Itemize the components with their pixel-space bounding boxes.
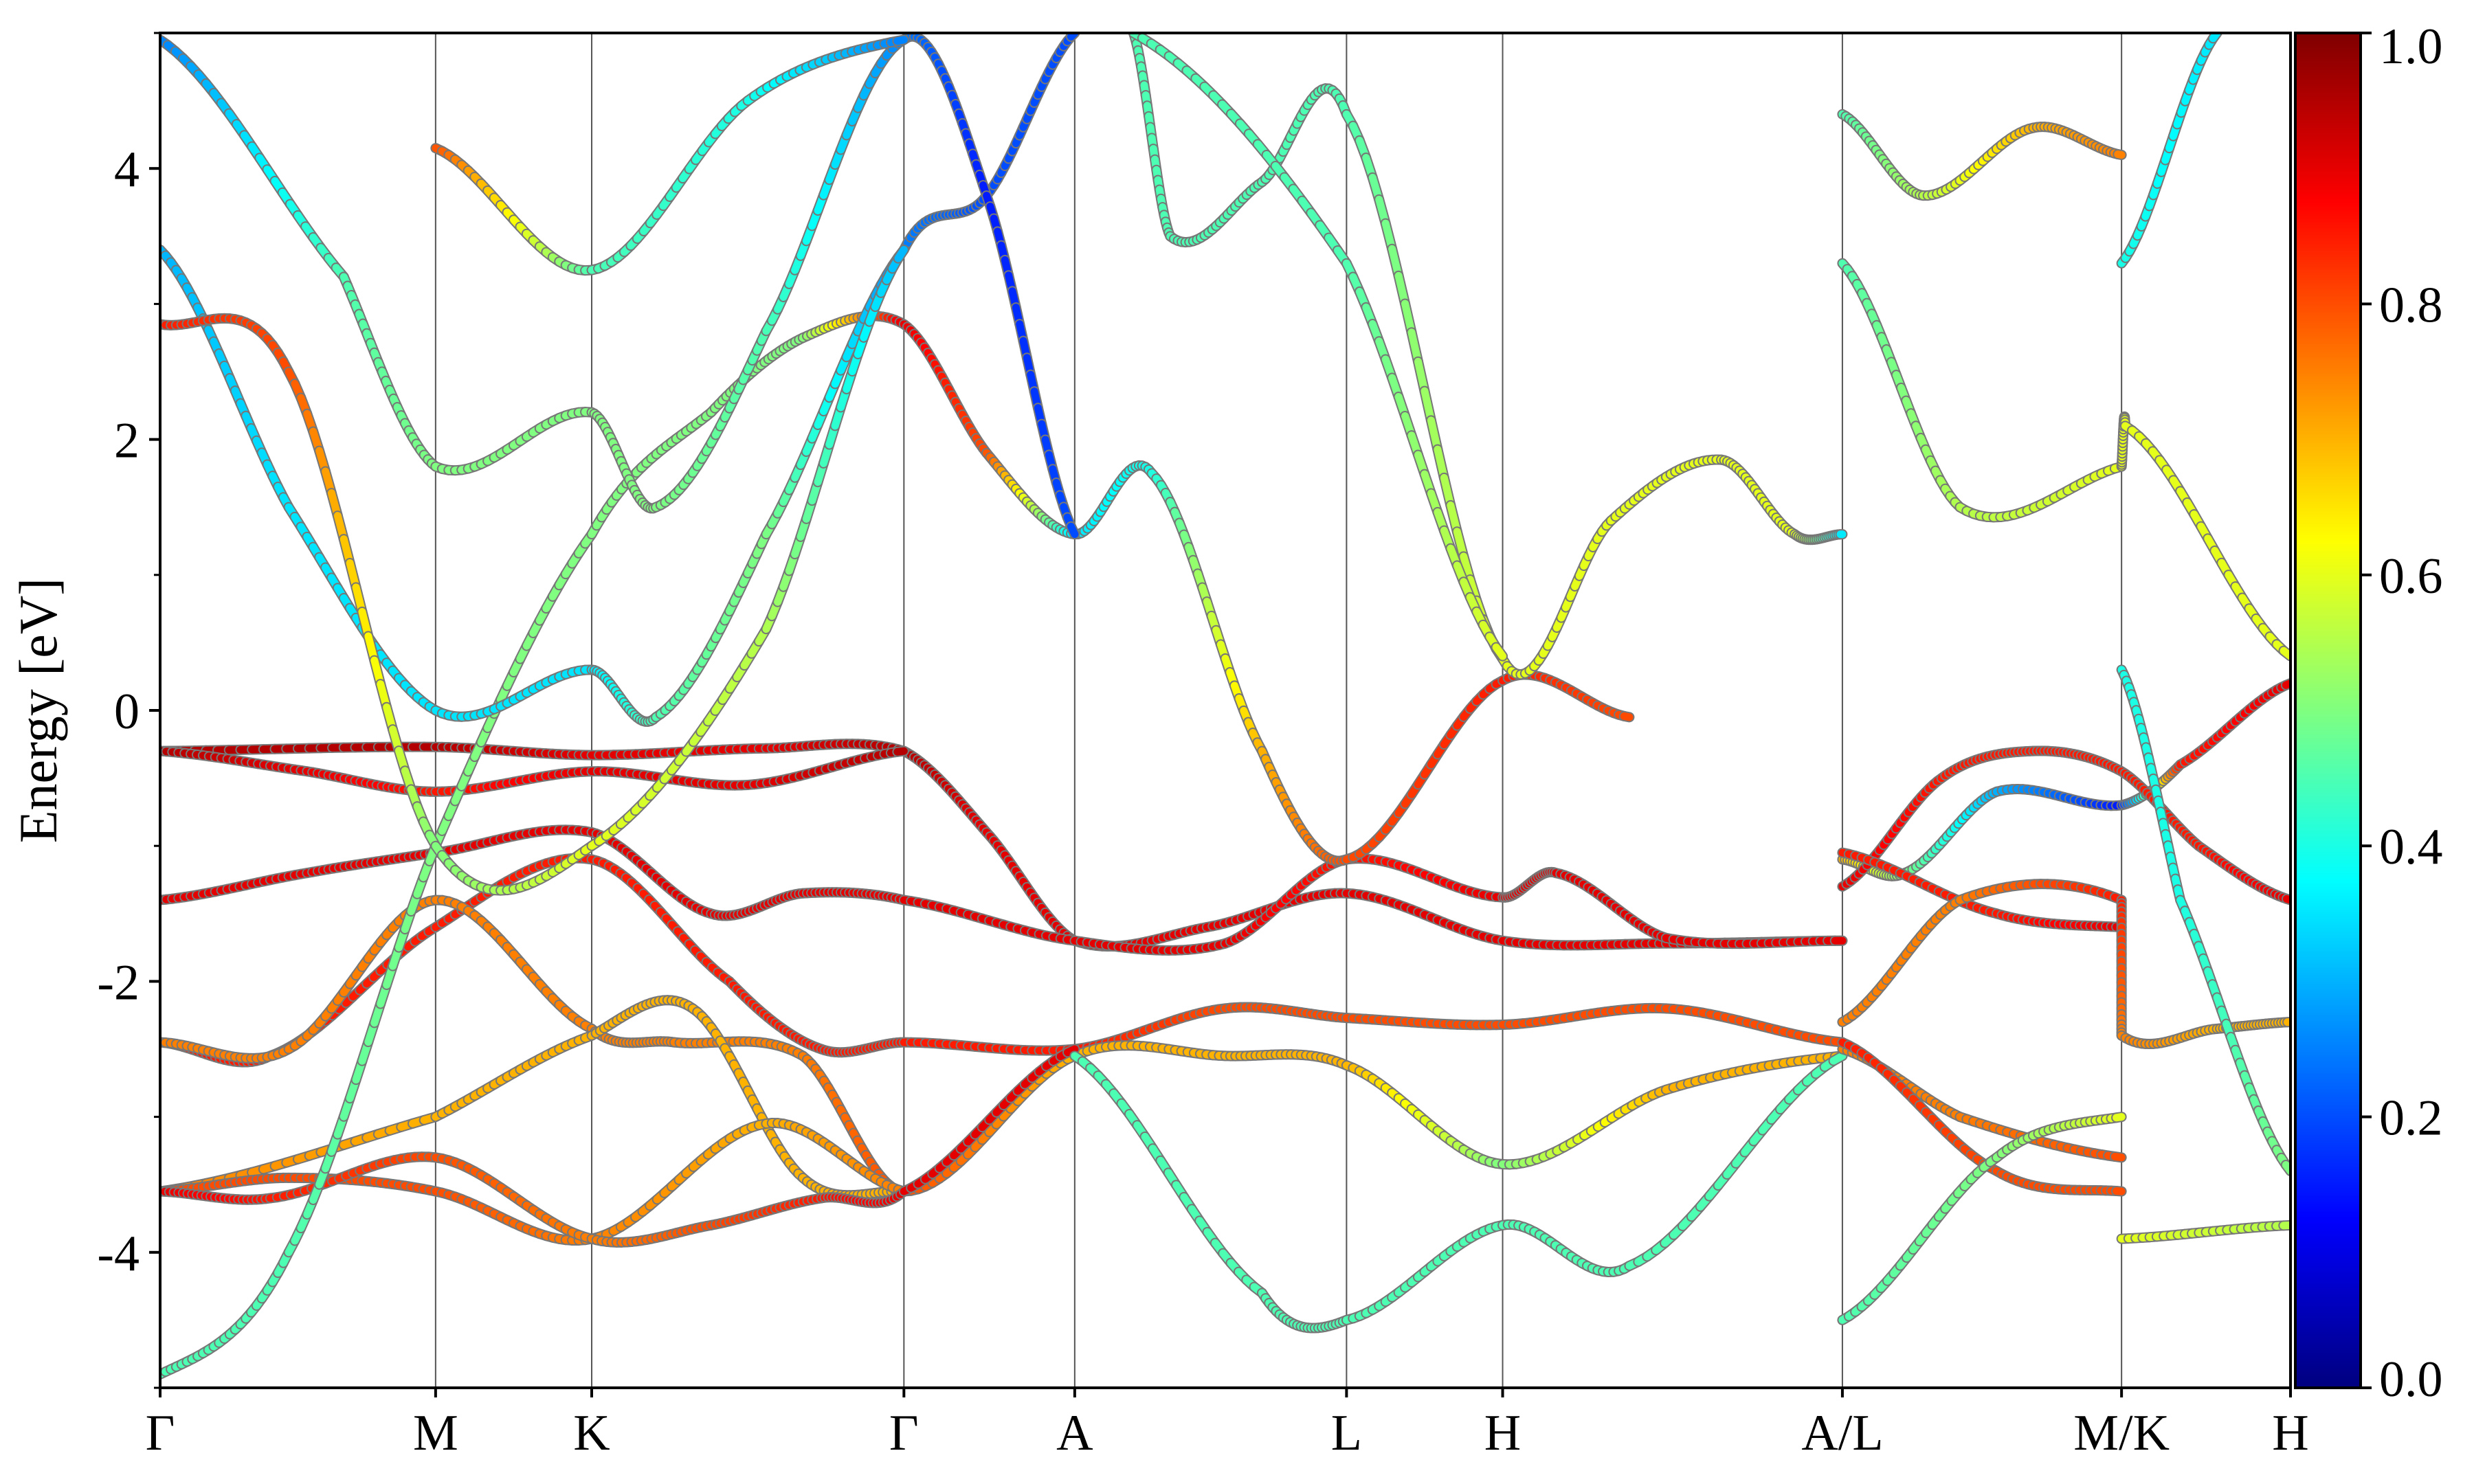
band-segment	[1620, 712, 1634, 721]
band	[160, 739, 1848, 952]
band-segment	[894, 246, 908, 262]
band-segment	[893, 747, 908, 756]
kpoint-grid-lines	[434, 33, 2123, 1388]
band	[160, 311, 1635, 1380]
band	[160, 1044, 1080, 1248]
band	[160, 1118, 909, 1246]
band-lines	[160, 33, 2291, 1380]
band	[160, 895, 1848, 1197]
band	[160, 33, 1080, 540]
